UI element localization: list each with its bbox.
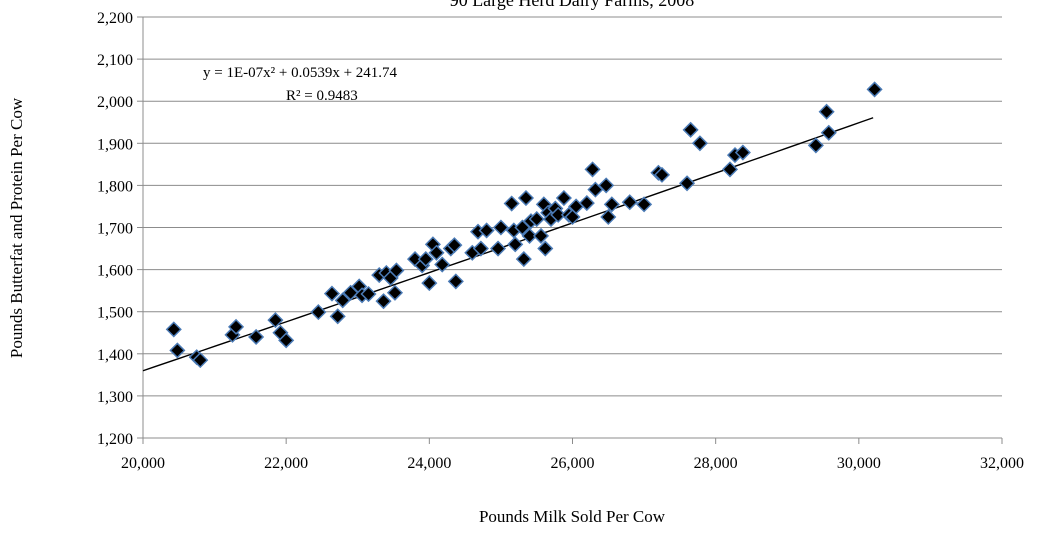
x-tick-label: 32,000 xyxy=(980,455,1024,472)
data-point xyxy=(165,321,182,338)
x-tick-label: 20,000 xyxy=(121,455,165,472)
data-point xyxy=(192,352,209,369)
data-point xyxy=(503,195,520,212)
x-tick-label: 26,000 xyxy=(551,455,595,472)
chart-title: 90 Large Herd Dairy Farms, 2008 xyxy=(450,0,695,10)
y-tick-label: 2,200 xyxy=(97,10,133,27)
trendline-equation: y = 1E-07x² + 0.0539x + 241.74 xyxy=(203,65,398,81)
x-tick-label: 22,000 xyxy=(264,455,308,472)
data-point xyxy=(555,189,572,207)
data-point xyxy=(820,124,837,141)
data-point xyxy=(169,342,186,359)
trendline-group xyxy=(142,117,874,372)
y-tick-label: 1,200 xyxy=(97,431,133,448)
y-tick-label: 1,900 xyxy=(97,136,133,153)
data-point xyxy=(678,175,696,192)
data-point xyxy=(517,189,535,207)
y-tick-label: 1,800 xyxy=(97,178,133,195)
data-point xyxy=(227,318,245,335)
data-point xyxy=(323,285,341,302)
data-point xyxy=(521,227,538,244)
data-point xyxy=(472,240,489,257)
data-point xyxy=(478,222,495,239)
data-point xyxy=(866,81,883,98)
data-point xyxy=(682,121,699,138)
data-point xyxy=(428,244,445,261)
data-point xyxy=(507,236,524,253)
data-point xyxy=(278,332,295,349)
data-point xyxy=(550,206,567,223)
data-point xyxy=(446,237,463,254)
data-point xyxy=(248,328,265,346)
x-tick-labels: 20,000 22,000 24,000 26,000 28,000 30,000 32,0… xyxy=(121,455,1024,472)
data-point xyxy=(329,308,346,325)
data-point xyxy=(578,195,595,212)
data-point xyxy=(691,135,708,152)
data-point xyxy=(386,284,404,301)
y-tick-label: 2,000 xyxy=(97,94,133,111)
x-tick-label: 28,000 xyxy=(694,455,738,472)
y-axis-title: Pounds Butterfat and Protein Per Cow xyxy=(7,97,26,358)
data-point xyxy=(434,256,451,273)
data-point xyxy=(600,208,617,226)
data-point xyxy=(807,137,824,154)
data-point xyxy=(421,275,438,292)
data-point xyxy=(636,196,653,213)
grid-lines xyxy=(137,16,1002,439)
trendline xyxy=(142,117,874,372)
data-point xyxy=(818,103,835,120)
data-point xyxy=(310,304,327,321)
data-point xyxy=(653,166,671,183)
data-point xyxy=(267,312,284,329)
data-point xyxy=(621,194,638,211)
data-point xyxy=(734,144,751,161)
data-point xyxy=(447,273,464,290)
data-point xyxy=(598,177,615,194)
trendline-r-squared: R² = 0.9483 xyxy=(286,88,358,104)
y-tick-label: 1,600 xyxy=(97,263,133,280)
x-axis-title: Pounds Milk Sold Per Cow xyxy=(479,507,666,526)
data-point xyxy=(492,219,509,236)
y-tick-label: 1,300 xyxy=(97,389,133,406)
data-point xyxy=(537,240,554,257)
data-point xyxy=(489,240,507,257)
data-point xyxy=(603,196,620,213)
data-point xyxy=(721,161,739,178)
data-point xyxy=(360,285,377,303)
x-tick-label: 30,000 xyxy=(837,455,881,472)
data-point xyxy=(388,262,405,279)
plot-axes xyxy=(142,17,1003,444)
data-point xyxy=(528,211,545,228)
y-tick-label: 1,500 xyxy=(97,305,133,322)
data-point xyxy=(532,227,550,244)
y-tick-label: 2,100 xyxy=(97,52,133,69)
data-point xyxy=(417,251,434,268)
y-tick-label: 1,400 xyxy=(97,347,133,364)
x-tick-label: 24,000 xyxy=(407,455,451,472)
data-point xyxy=(375,293,392,310)
data-points xyxy=(165,81,883,369)
data-point xyxy=(584,161,601,178)
data-point xyxy=(515,251,532,268)
y-tick-label: 1,700 xyxy=(97,221,133,238)
y-tick-labels: 1,200 1,300 1,400 1,500 1,600 1,700 1,800 1,900… xyxy=(97,10,133,448)
data-point xyxy=(334,292,351,309)
